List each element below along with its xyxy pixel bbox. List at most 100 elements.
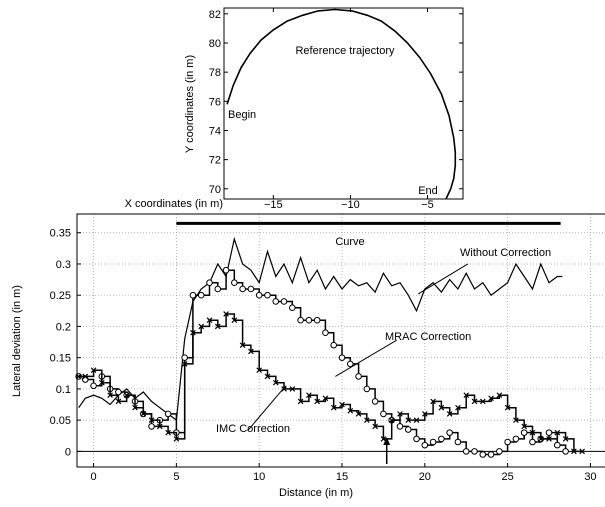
imc-correction-point	[546, 436, 552, 442]
mrac-correction-point	[164, 410, 172, 418]
curve-label: Curve	[335, 236, 364, 248]
trajectory-plot-frame	[223, 7, 464, 200]
mrac-correction-point	[222, 266, 230, 274]
imc-correction-point	[214, 323, 221, 330]
without-correction-line	[78, 236, 563, 422]
deviation-x-tick-label: 30	[584, 471, 596, 483]
imc-correction-point	[421, 411, 428, 417]
mrac-correction-point	[181, 354, 188, 361]
trajectory-marks	[226, 8, 457, 200]
deviation-y-tick-label: 0.3	[56, 259, 71, 271]
imc-correction-point	[339, 401, 345, 408]
imc-correction-point	[488, 395, 494, 402]
deviation-x-tick-label: 10	[253, 471, 265, 483]
annotation-begin: Begin	[228, 109, 256, 121]
mrac-correction-point	[554, 441, 561, 449]
mrac-correction-point	[363, 385, 371, 393]
mrac-correction-point	[280, 298, 288, 305]
mrac-correction-point	[313, 316, 321, 324]
imc-correction-point	[471, 398, 478, 405]
deviation-y-tick-label: 0.15	[50, 353, 71, 365]
mrac-correction-point	[429, 438, 437, 446]
imc-correction-point	[372, 423, 378, 430]
trajectory-y-tick-label: 82	[209, 9, 221, 21]
trajectory-x-tick-label: −5	[421, 199, 434, 211]
mrac-correction-point	[438, 435, 445, 443]
imc-correction-point	[405, 417, 412, 423]
deviation-y-tick-label: 0	[65, 446, 71, 458]
trajectory-y-tick-label: 72	[209, 155, 221, 167]
mrac-correction-point	[562, 448, 569, 455]
imc-correction-point	[156, 423, 163, 430]
mrac-correction-point	[413, 435, 420, 443]
trajectory-y-tick-label: 70	[209, 184, 221, 196]
imc-correction-point	[322, 395, 329, 402]
imc-correction-point	[239, 342, 246, 349]
mrac-correction-point	[371, 398, 379, 405]
deviation-y-tick-label: 0.1	[56, 384, 71, 396]
imc-correction-point	[537, 436, 544, 442]
mrac-correction-point	[330, 341, 338, 349]
imc-correction-point	[330, 404, 337, 411]
mrac-correction-point	[289, 304, 296, 312]
imc-correction-point	[504, 404, 511, 411]
imc-correction-point	[165, 429, 171, 436]
imc-correction-point	[132, 404, 138, 411]
annotation-end: End	[418, 185, 438, 197]
imc-correction-point	[297, 398, 304, 405]
mrac-correction-point	[255, 291, 263, 299]
imc-correction-point	[256, 367, 263, 373]
imc-correction-point	[463, 392, 470, 398]
annotation-reference-trajectory: Reference trajectory	[295, 45, 395, 57]
imc-correction-point	[99, 379, 105, 386]
mrac-correction-point	[239, 285, 246, 293]
imc-correction-point	[198, 323, 205, 330]
imc-correction-point	[115, 398, 122, 405]
mrac-correction-point	[487, 451, 495, 458]
trajectory-y-tick-label: 76	[209, 96, 221, 108]
mrac-correction-point	[206, 279, 213, 287]
mrac-correction-point	[504, 438, 511, 446]
imc-correction-point	[446, 411, 453, 417]
mrac-correction-point	[90, 382, 97, 390]
mrac-correction-point	[479, 451, 487, 458]
mrac-correction-point	[471, 448, 478, 455]
mrac-correction-point	[214, 285, 222, 293]
imc-correction-leader-line	[247, 385, 287, 432]
reference-trajectory-line	[226, 8, 457, 200]
trajectory-y-tick-label: 78	[209, 67, 221, 79]
trajectory-y-axis-label: Y coordinates (in m)	[184, 55, 196, 153]
annotation-without-correction: Without Correction	[460, 247, 551, 259]
without-correction-leader-line	[417, 263, 469, 295]
deviation-y-tick-label: 0.05	[50, 415, 71, 427]
mrac-correction-point	[264, 291, 271, 299]
trajectory-x-axis-label: X coordinates (in m)	[125, 198, 223, 210]
mrac-correction-point	[197, 291, 205, 299]
mrac-correction-point	[529, 438, 536, 446]
trajectory-x-tick-label: −15	[264, 199, 283, 211]
mrac-correction-point	[545, 429, 553, 436]
deviation-x-tick-label: 5	[173, 471, 179, 483]
mrac-correction-point	[148, 423, 155, 430]
imc-correction-point	[571, 448, 577, 455]
imc-correction-point	[562, 436, 569, 442]
mrac-correction-point	[512, 435, 520, 443]
deviation-x-tick-label: 20	[419, 471, 431, 483]
mrac-correction-point	[496, 448, 503, 455]
imc-correction-point	[181, 361, 188, 367]
deviation-x-tick-label: 15	[336, 471, 348, 483]
deviation-y-axis-label: Lateral deviation (in m)	[11, 285, 23, 397]
mrac-correction-point	[115, 388, 122, 396]
annotation-imc-correction: IMC Correction	[216, 423, 290, 435]
mrac-correction-point	[462, 448, 470, 455]
mrac-correction-point	[338, 354, 346, 361]
imc-correction-point	[430, 398, 436, 405]
imc-correction-point	[364, 417, 370, 423]
imc-correction-point	[347, 407, 354, 414]
mrac-correction-point	[355, 373, 362, 380]
imc-correction-point	[306, 392, 312, 398]
mrac-correction-point	[446, 429, 453, 436]
deviation-y-tick-label: 0.2	[56, 321, 71, 333]
